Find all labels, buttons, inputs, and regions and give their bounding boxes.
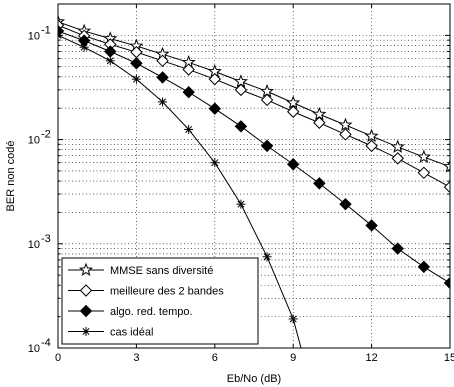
marker-asterisk [184, 124, 194, 134]
marker-star [416, 149, 431, 164]
y-tick-label: 10 [28, 30, 40, 42]
x-axis-label: Eb/No (dB) [227, 373, 281, 385]
legend-label: algo. red. tempo. [110, 306, 193, 318]
marker-diamond-open [365, 139, 378, 153]
marker-diamond-filled [208, 102, 222, 115]
marker-diamond-filled [286, 158, 300, 171]
marker-star [78, 262, 94, 276]
series-line [58, 30, 450, 284]
y-tick-exponent: -3 [41, 233, 51, 245]
legend-label: MMSE sans diversité [110, 265, 213, 277]
marker-star [390, 139, 405, 153]
x-tick-label: 6 [212, 352, 218, 364]
legend: MMSE sans diversité meilleure des 2 bande… [61, 257, 259, 345]
marker-asterisk [79, 42, 89, 52]
x-tick-label: 9 [290, 352, 296, 364]
marker-diamond-filled [260, 139, 274, 153]
marker-diamond-open [339, 128, 352, 141]
x-tick-label: 0 [55, 352, 61, 364]
marker-diamond-open [260, 93, 274, 107]
marker-diamond-open [182, 63, 195, 76]
marker-diamond-open [313, 116, 326, 129]
series-line [58, 24, 450, 188]
y-tick-label: 10 [28, 343, 40, 355]
marker-diamond-open [234, 83, 248, 97]
legend-box [61, 257, 259, 345]
marker-star [364, 128, 379, 143]
marker-asterisk [158, 97, 168, 107]
x-tick-label: 12 [365, 352, 377, 364]
y-tick-exponent: -4 [41, 337, 51, 349]
marker-diamond-filled [339, 197, 352, 211]
marker-diamond-filled [391, 242, 404, 255]
marker-diamond-filled [443, 276, 450, 290]
y-axis-label: BER non codé [5, 141, 17, 212]
y-tick-exponent: -1 [41, 24, 51, 36]
y-tick-exponent: -2 [41, 129, 51, 141]
y-tick-label: 10 [28, 239, 40, 251]
marker-diamond-filled [234, 120, 248, 133]
marker-asterisk [131, 74, 141, 84]
marker-diamond-open [156, 54, 169, 68]
marker-diamond-open [79, 284, 93, 297]
marker-diamond-open [391, 152, 404, 165]
marker-asterisk [236, 199, 246, 209]
marker-asterisk [81, 327, 91, 336]
x-tick-label: 3 [133, 352, 139, 364]
legend-item: algo. red. tempo. [68, 304, 193, 318]
marker-asterisk [210, 158, 220, 168]
x-tick-label: 15 [444, 352, 454, 364]
marker-diamond-filled [417, 260, 431, 274]
marker-asterisk [105, 56, 115, 66]
marker-asterisk [288, 314, 298, 324]
legend-item: MMSE sans diversité [68, 262, 213, 277]
marker-diamond-filled [79, 304, 93, 318]
marker-diamond-open [286, 105, 300, 118]
marker-diamond-filled [365, 219, 378, 232]
marker-diamond-filled [130, 57, 143, 70]
marker-asterisk [262, 252, 272, 262]
marker-star [286, 95, 301, 109]
marker-diamond-filled [156, 71, 169, 84]
series-layer [58, 14, 450, 348]
legend-item: meilleure des 2 bandes [68, 284, 224, 298]
series-line [58, 21, 450, 168]
marker-diamond-open [443, 180, 450, 194]
legend-label: cas idéal [110, 327, 153, 339]
marker-diamond-filled [313, 177, 326, 190]
marker-diamond-open [208, 72, 222, 86]
series-3 [58, 30, 302, 348]
marker-star [338, 117, 353, 131]
marker-star [442, 159, 450, 173]
legend-label: meilleure des 2 bandes [110, 286, 224, 298]
plot-frame [57, 3, 451, 349]
legend-item: cas idéal [68, 327, 153, 339]
series-2 [58, 24, 450, 290]
marker-diamond-open [417, 166, 431, 180]
marker-diamond-filled [182, 85, 195, 99]
y-tick-label: 10 [28, 135, 40, 147]
